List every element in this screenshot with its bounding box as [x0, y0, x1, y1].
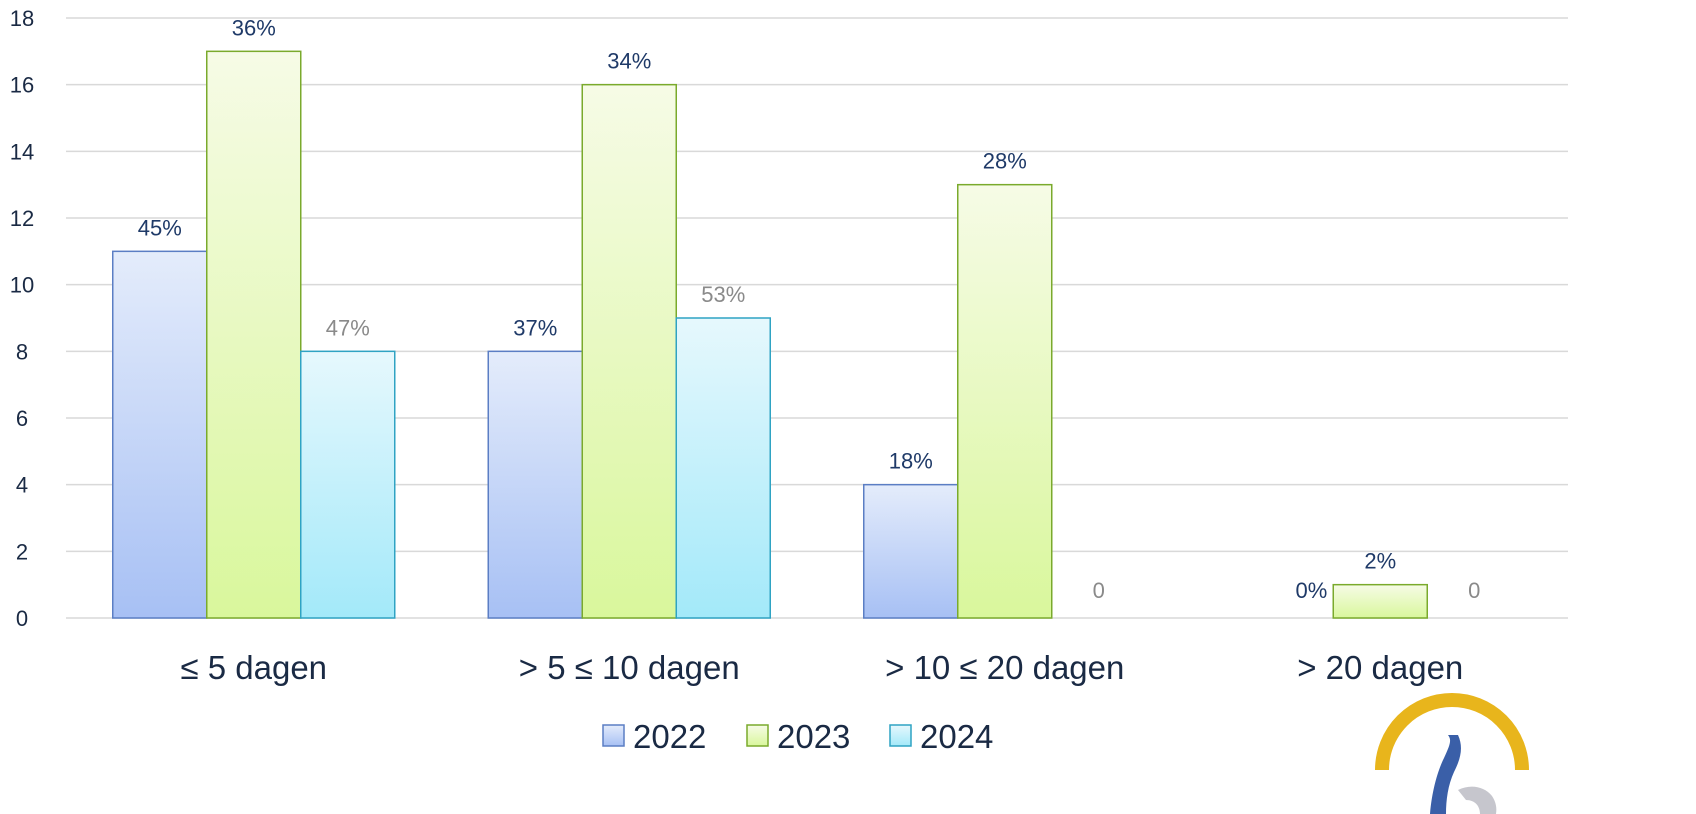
legend-label: 2022	[633, 718, 706, 755]
bar-2024	[300, 350, 396, 619]
data-label: 0	[1468, 578, 1480, 603]
data-label: 0	[1093, 578, 1105, 603]
legend-label: 2023	[777, 718, 850, 755]
data-label: 34%	[607, 49, 651, 74]
x-category-label: > 20 dagen	[1297, 649, 1463, 686]
bar-2023	[581, 83, 677, 619]
x-axis-categories: ≤ 5 dagen > 5 ≤ 10 dagen > 10 ≤ 20 dagen > …	[180, 649, 1463, 686]
data-label: 53%	[701, 282, 745, 307]
bars	[112, 50, 1428, 619]
y-tick-label: 2	[16, 539, 28, 564]
legend-swatch-2022	[602, 724, 625, 747]
x-category-label: > 5 ≤ 10 dagen	[519, 649, 740, 686]
bar-2022	[112, 250, 208, 619]
data-label: 0%	[1295, 578, 1327, 603]
data-label: 37%	[513, 315, 557, 340]
data-label: 18%	[889, 449, 933, 474]
y-tick-label: 14	[10, 139, 34, 164]
data-label: 47%	[326, 315, 370, 340]
y-tick-label: 6	[16, 406, 28, 431]
logo-icon	[1375, 693, 1529, 814]
bar-2023	[1332, 583, 1428, 619]
data-label: 45%	[138, 215, 182, 240]
bar-2022	[487, 350, 583, 619]
bar-2023	[957, 183, 1053, 619]
y-axis-ticks: 0 2 4 6 8 10 12 14 16 18	[10, 6, 34, 631]
bar-2024	[675, 317, 771, 619]
bar-2023	[206, 50, 302, 619]
y-tick-label: 4	[16, 473, 28, 498]
data-label: 28%	[983, 149, 1027, 174]
data-label: 36%	[232, 15, 276, 40]
legend-swatch-2024	[889, 724, 912, 747]
y-tick-label: 0	[16, 606, 28, 631]
x-category-label: > 10 ≤ 20 dagen	[885, 649, 1124, 686]
legend-label: 2024	[920, 718, 993, 755]
y-tick-label: 10	[10, 273, 34, 298]
y-tick-label: 12	[10, 206, 34, 231]
x-category-label: ≤ 5 dagen	[180, 649, 327, 686]
y-tick-label: 18	[10, 6, 34, 31]
data-label: 2%	[1364, 549, 1396, 574]
y-tick-label: 16	[10, 73, 34, 98]
legend-swatch-2023	[746, 724, 769, 747]
legend: 2022 2023 2024	[602, 718, 993, 755]
y-tick-label: 8	[16, 339, 28, 364]
data-labels: 45% 36% 47% 37% 34% 53% 18% 28% 0 0% 2% 0	[138, 15, 1481, 603]
bar-2022	[863, 483, 959, 619]
